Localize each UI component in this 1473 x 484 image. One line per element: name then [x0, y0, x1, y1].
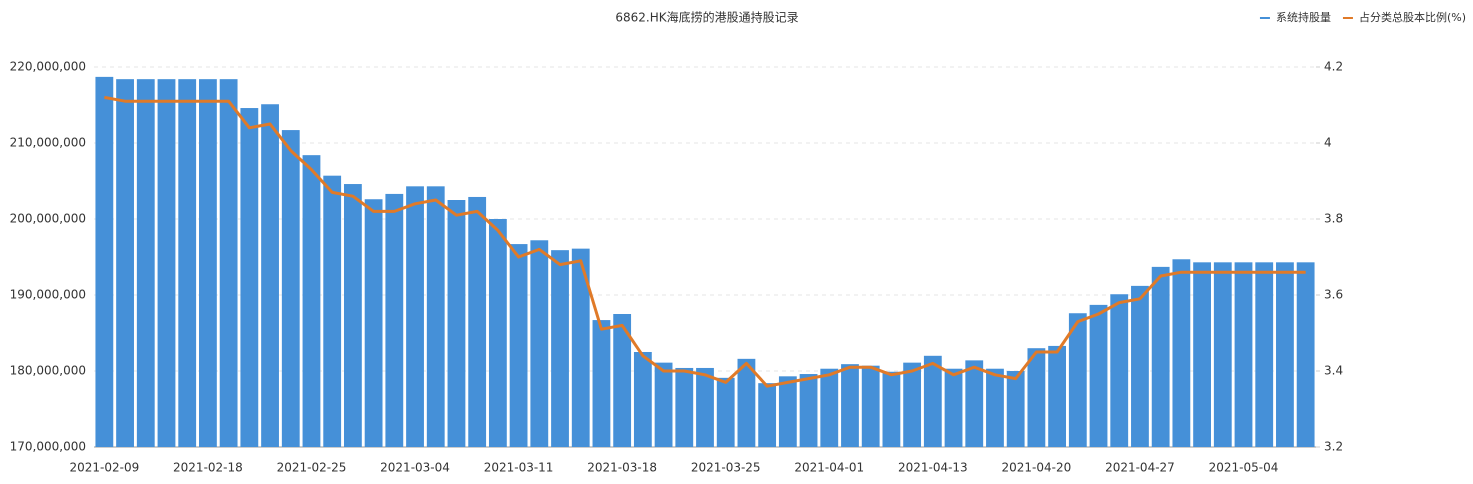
y-tick-label: 170,000,000 [10, 440, 86, 454]
bar [240, 108, 259, 447]
x-tick-label: 2021-03-11 [484, 461, 554, 475]
bar [903, 362, 922, 447]
chart-title: 6862.HK海底捞的港股通持股记录 [615, 10, 798, 25]
bar [468, 196, 487, 447]
bar [1296, 262, 1315, 447]
y2-tick-label: 4 [1324, 136, 1332, 150]
bar [509, 244, 528, 447]
bar [551, 250, 569, 447]
bar [1089, 304, 1108, 447]
y2-tick-label: 4.2 [1324, 60, 1343, 74]
bar [1193, 262, 1211, 447]
bar [1213, 262, 1232, 447]
bar [261, 104, 279, 448]
bar [323, 175, 342, 447]
bar [426, 186, 445, 447]
bar [820, 368, 839, 447]
bar [178, 79, 197, 447]
bar [281, 130, 300, 447]
bar [633, 352, 652, 447]
bar [95, 76, 114, 447]
bar [1110, 294, 1129, 447]
bar [343, 184, 362, 448]
y-tick-label: 200,000,000 [10, 212, 86, 226]
bar [385, 193, 404, 447]
x-tick-label: 2021-04-13 [898, 461, 968, 475]
bar [923, 355, 942, 447]
y-tick-label: 180,000,000 [10, 364, 86, 378]
bar [592, 320, 611, 447]
x-tick-label: 2021-02-09 [69, 461, 139, 475]
bar [488, 219, 507, 447]
bar [737, 358, 756, 447]
bar [571, 248, 590, 447]
bar [758, 383, 777, 447]
bar [613, 314, 632, 447]
x-tick-label: 2021-05-04 [1209, 461, 1279, 475]
bar [302, 155, 321, 447]
line [104, 95, 1306, 388]
bar [157, 79, 176, 447]
x-tick-label: 2021-04-20 [1002, 461, 1072, 475]
bar [199, 79, 217, 447]
bar [841, 364, 859, 447]
y-tick-label: 190,000,000 [10, 288, 86, 302]
x-tick-label: 2021-02-25 [277, 461, 347, 475]
bar [696, 367, 714, 447]
bar [1048, 345, 1067, 447]
bar [654, 362, 673, 447]
bar [778, 376, 797, 447]
bar [136, 79, 155, 447]
bar [944, 368, 963, 447]
bar [1151, 266, 1170, 447]
y2-tick-label: 3.6 [1324, 288, 1343, 302]
y2-tick-label: 3.2 [1324, 440, 1343, 454]
bar [799, 374, 818, 447]
bar [861, 365, 880, 447]
x-tick-label: 2021-03-25 [691, 461, 761, 475]
bar [1234, 262, 1253, 447]
bar [1131, 285, 1149, 447]
legend-label: 系统持股量 [1276, 10, 1331, 24]
bar [1068, 313, 1087, 447]
bar [1276, 262, 1294, 447]
bar [1172, 259, 1191, 447]
bar [716, 377, 735, 447]
bar [1027, 348, 1046, 447]
bar [219, 79, 238, 447]
x-tick-label: 2021-04-27 [1105, 461, 1175, 475]
bar [965, 360, 984, 447]
bar [364, 199, 383, 447]
x-tick-label: 2021-03-18 [587, 461, 657, 475]
x-tick-label: 2021-02-18 [173, 461, 243, 475]
legend-label: 占分类总股本比例(%) [1359, 10, 1466, 24]
y-tick-label: 210,000,000 [10, 136, 86, 150]
x-tick-label: 2021-04-01 [794, 461, 864, 475]
y2-tick-label: 3.8 [1324, 212, 1343, 226]
bar [1255, 262, 1274, 447]
y2-tick-label: 3.4 [1324, 364, 1343, 378]
y-tick-label: 220,000,000 [10, 60, 86, 74]
bar [447, 200, 466, 447]
bar [986, 368, 1004, 447]
bar [116, 79, 134, 447]
bar [530, 240, 549, 447]
bar [882, 371, 901, 447]
bar [675, 367, 694, 447]
bar [406, 186, 424, 447]
x-tick-label: 2021-03-04 [380, 461, 450, 475]
bar [1006, 371, 1025, 447]
